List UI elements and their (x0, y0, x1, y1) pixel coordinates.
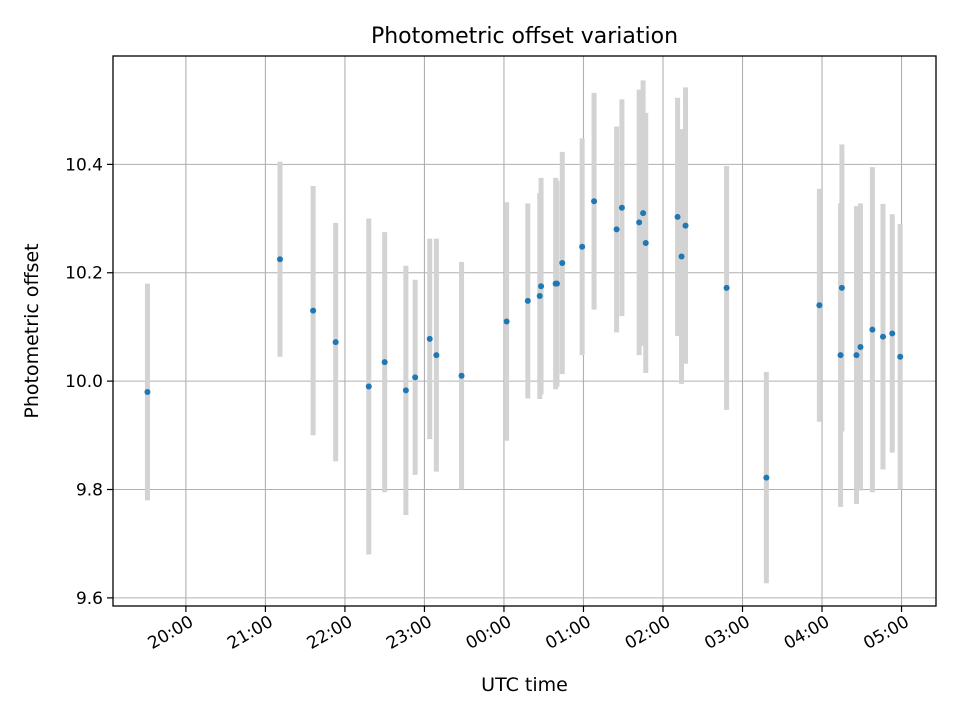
data-point (853, 352, 860, 359)
data-point (426, 335, 433, 342)
data-point (402, 387, 409, 394)
data-point (538, 283, 545, 290)
y-tick-label: 10.2 (65, 264, 103, 284)
y-tick-label: 10.4 (65, 155, 103, 175)
data-point (458, 372, 465, 379)
data-point (579, 243, 586, 250)
data-point (640, 210, 647, 217)
data-point (591, 198, 598, 205)
y-axis-ticks: 9.6 9.8 10.0 10.2 10.4 (65, 155, 113, 609)
data-point (674, 213, 681, 220)
data-point (837, 352, 844, 359)
y-tick-label: 9.8 (76, 480, 103, 500)
marker-layer (144, 198, 904, 481)
data-point (536, 293, 543, 300)
data-point (503, 318, 510, 325)
data-point (412, 374, 419, 381)
data-point (559, 259, 566, 266)
data-point (618, 204, 625, 211)
data-point (678, 253, 685, 260)
data-point (723, 284, 730, 291)
y-tick-label: 10.0 (65, 372, 103, 392)
data-point (276, 256, 283, 263)
data-point (613, 226, 620, 233)
data-point (642, 239, 649, 246)
data-point (310, 307, 317, 314)
plot-area-frame (112, 55, 937, 607)
data-point (332, 339, 339, 346)
data-point (869, 326, 876, 333)
y-axis-label: Photometric offset (21, 243, 43, 418)
data-point (381, 359, 388, 366)
x-axis-label: UTC time (481, 674, 568, 696)
data-point (433, 352, 440, 359)
data-point (857, 343, 864, 350)
data-point (365, 383, 372, 390)
y-tick-label: 9.6 (76, 589, 103, 609)
chart-title: Photometric offset variation (371, 24, 678, 49)
data-point (553, 280, 560, 287)
data-point (524, 297, 531, 304)
data-point (816, 302, 823, 309)
data-point (636, 219, 643, 226)
data-point (763, 474, 770, 481)
data-point (144, 388, 151, 395)
data-point (889, 330, 896, 337)
data-point (838, 284, 845, 291)
data-point (879, 333, 886, 340)
data-point (897, 353, 904, 360)
data-point (682, 222, 689, 229)
